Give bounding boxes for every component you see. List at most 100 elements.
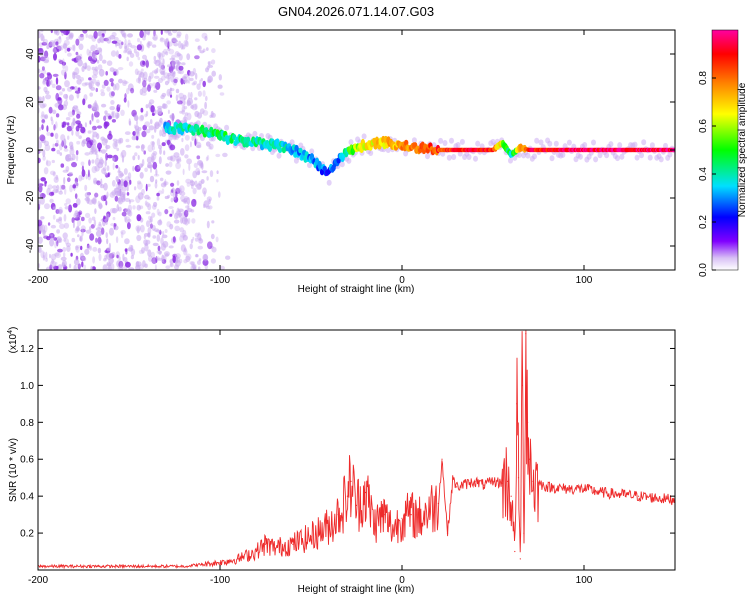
noise-speckle [55, 77, 59, 85]
noise-speckle [66, 122, 70, 126]
noise-speckle [184, 144, 190, 152]
noise-speckle [154, 109, 157, 115]
noise-speckle [174, 225, 180, 232]
noise-speckle [85, 212, 91, 219]
snr-x-label: Height of straight line (km) [298, 584, 415, 595]
noise-speckle [169, 144, 176, 151]
noise-speckle [169, 188, 175, 197]
noise-speckle [110, 223, 116, 227]
noise-speckle [121, 187, 127, 192]
noise-speckle [160, 37, 164, 41]
noise-speckle [150, 251, 155, 259]
noise-speckle [42, 38, 49, 45]
snr-point [507, 480, 509, 482]
noise-speckle [126, 56, 129, 62]
noise-speckle [167, 75, 170, 84]
noise-speckle [89, 150, 94, 155]
noise-speckle [168, 135, 173, 141]
noise-speckle [136, 234, 142, 242]
noise-speckle [96, 79, 100, 88]
snr-point [456, 486, 458, 488]
noise-speckle [202, 259, 209, 266]
noise-speckle [80, 245, 83, 251]
y-tick-label: 0.6 [20, 455, 34, 466]
noise-speckle [50, 253, 57, 261]
noise-speckle [206, 196, 212, 202]
noise-speckle [137, 182, 143, 190]
noise-speckle [45, 251, 48, 260]
noise-speckle [149, 119, 153, 125]
noise-speckle [81, 65, 85, 72]
noise-speckle [152, 242, 159, 247]
noise-speckle [44, 90, 50, 95]
noise-speckle [89, 233, 95, 241]
snr-point [532, 480, 534, 482]
noise-speckle [163, 181, 167, 186]
noise-speckle [88, 55, 93, 62]
noise-speckle [106, 263, 112, 267]
noise-speckle [74, 217, 80, 221]
noise-speckle [61, 184, 66, 190]
noise-speckle [67, 177, 71, 183]
noise-speckle [175, 64, 178, 72]
noise-speckle [127, 50, 133, 55]
noise-speckle [84, 122, 87, 128]
ridge-halo [440, 150, 446, 157]
snr-point [527, 421, 529, 423]
noise-speckle [197, 260, 201, 265]
noise-speckle [120, 152, 124, 158]
noise-speckle [142, 77, 145, 81]
noise-speckle [181, 76, 187, 80]
noise-speckle [86, 48, 90, 56]
noise-speckle [149, 175, 155, 183]
noise-speckle [79, 252, 84, 260]
noise-speckle [63, 93, 69, 99]
noise-speckle [65, 242, 71, 247]
noise-speckle [197, 170, 201, 175]
noise-speckle [92, 246, 98, 252]
ridge-halo [566, 139, 572, 146]
noise-speckle [168, 206, 174, 209]
noise-speckle [88, 77, 92, 81]
noise-speckle [211, 246, 217, 253]
noise-speckle [168, 245, 174, 249]
noise-speckle [187, 217, 191, 224]
noise-speckle [123, 50, 127, 54]
noise-speckle [170, 114, 175, 121]
noise-speckle [68, 94, 74, 101]
noise-speckle [94, 66, 98, 72]
noise-speckle [179, 235, 185, 243]
noise-speckle [126, 222, 131, 230]
noise-speckle [132, 205, 136, 210]
noise-speckle [144, 121, 151, 127]
noise-speckle [115, 139, 121, 144]
noise-speckle [112, 157, 116, 162]
noise-speckle [130, 45, 137, 49]
noise-speckle [189, 71, 195, 77]
noise-speckle [41, 119, 45, 123]
noise-speckle [93, 111, 100, 118]
noise-speckle [165, 170, 172, 175]
noise-speckle [164, 209, 169, 215]
noise-speckle [68, 171, 74, 177]
noise-speckle [135, 261, 140, 268]
noise-speckle [183, 39, 188, 47]
noise-speckle [198, 180, 203, 186]
noise-speckle [197, 245, 203, 250]
noise-speckle [151, 70, 158, 74]
noise-speckle [193, 80, 198, 85]
y-tick-label: 20 [25, 96, 36, 108]
noise-speckle [58, 104, 64, 111]
noise-speckle [179, 258, 183, 264]
snr-point [523, 532, 525, 534]
ridge-halo [615, 155, 620, 162]
noise-speckle [203, 203, 206, 209]
noise-speckle [175, 256, 180, 263]
ridge-halo [438, 137, 444, 144]
snr-point [583, 488, 585, 490]
noise-speckle [124, 131, 131, 136]
noise-speckle [158, 120, 162, 127]
noise-speckle [72, 203, 78, 208]
noise-speckle [59, 91, 63, 96]
ridge-halo [658, 156, 664, 163]
